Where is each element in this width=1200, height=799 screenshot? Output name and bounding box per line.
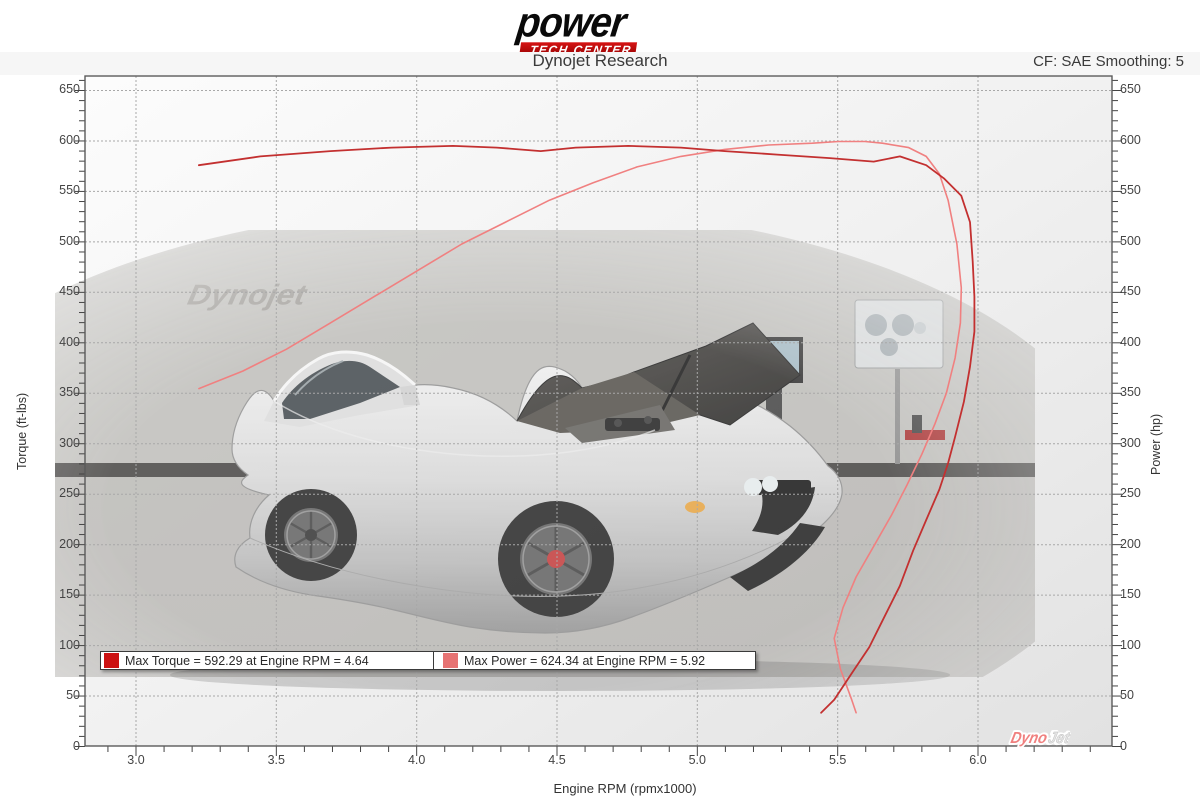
svg-text:Dyno: Dyno — [1009, 730, 1049, 748]
svg-text:Dynojet: Dynojet — [185, 278, 311, 311]
